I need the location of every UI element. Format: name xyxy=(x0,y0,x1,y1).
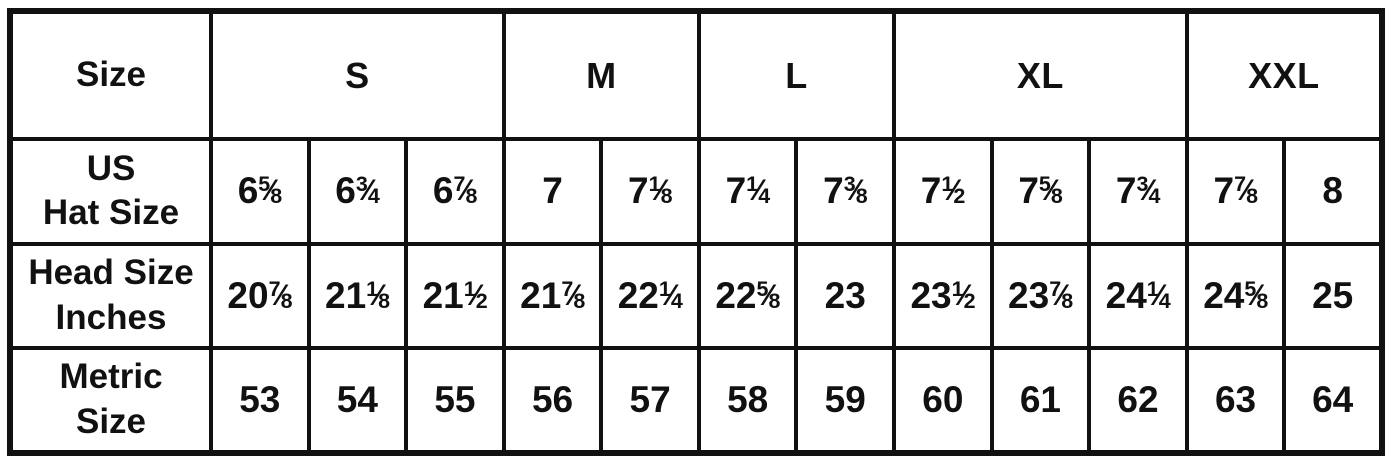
us-hat-size-value-9: 75⁄8 xyxy=(989,137,1092,246)
head-size-inches-value-3: 211⁄2 xyxy=(404,241,506,351)
fraction: 3⁄8 xyxy=(843,172,868,209)
fraction: 1⁄4 xyxy=(746,172,770,209)
metric-size-value-8: 60 xyxy=(892,346,994,455)
metric-size-value-1: 53 xyxy=(209,346,311,455)
head-size-inches-row: Head Size Inches 207⁄8 211⁄8 211⁄2 217⁄8 221⁄4… xyxy=(8,241,1384,351)
head-size-inches-value-11: 245⁄8 xyxy=(1184,241,1287,351)
metric-size-value-3: 55 xyxy=(404,346,506,455)
head-size-inches-value-5: 221⁄4 xyxy=(599,241,701,351)
size-row-label: Size xyxy=(8,9,213,141)
size-group-xxl: XXL xyxy=(1184,9,1385,141)
row-label-line: Metric xyxy=(59,357,163,397)
metric-size-value-4: 56 xyxy=(501,346,604,455)
metric-size-value-12: 64 xyxy=(1282,346,1384,455)
head-size-inches-value-12: 25 xyxy=(1282,241,1384,351)
us-hat-size-value-4: 7 xyxy=(501,137,604,246)
metric-size-value-5: 57 xyxy=(599,346,701,455)
size-group-l: L xyxy=(696,9,897,141)
head-size-inches-value-9: 237⁄8 xyxy=(989,241,1092,351)
row-label-line: US xyxy=(86,148,136,188)
size-group-s: S xyxy=(209,9,506,141)
fraction: 7⁄8 xyxy=(268,277,293,313)
fraction: 5⁄8 xyxy=(1038,172,1063,209)
us-hat-size-row: US Hat Size 65⁄8 63⁄4 67⁄8 7 71⁄8 71⁄4 73⁄8 71⁄2 7… xyxy=(8,137,1384,246)
fraction: 1⁄2 xyxy=(941,172,965,209)
fraction: 1⁄4 xyxy=(658,277,683,313)
metric-size-label: Metric Size xyxy=(8,346,213,455)
head-size-inches-value-10: 241⁄4 xyxy=(1087,241,1189,351)
fraction: 3⁄4 xyxy=(1136,172,1161,209)
size-group-m: M xyxy=(501,9,701,141)
metric-size-value-11: 63 xyxy=(1184,346,1287,455)
fraction: 5⁄8 xyxy=(258,172,282,209)
size-header-row: Size S M L XL XXL xyxy=(8,9,1385,141)
us-hat-size-value-3: 67⁄8 xyxy=(404,137,506,246)
us-hat-size-value-11: 77⁄8 xyxy=(1184,137,1287,246)
metric-size-value-10: 62 xyxy=(1087,346,1189,455)
head-size-inches-value-2: 211⁄8 xyxy=(306,241,409,351)
head-size-inches-value-8: 231⁄2 xyxy=(892,241,994,351)
fraction: 1⁄8 xyxy=(648,172,673,209)
metric-size-value-7: 59 xyxy=(794,346,897,455)
fraction: 3⁄4 xyxy=(355,172,380,209)
us-hat-size-value-6: 71⁄4 xyxy=(696,137,799,246)
row-label-line: Inches xyxy=(55,297,167,337)
size-group-xl: XL xyxy=(892,9,1189,141)
head-size-inches-value-6: 225⁄8 xyxy=(696,241,799,351)
fraction: 1⁄8 xyxy=(366,277,390,313)
fraction: 7⁄8 xyxy=(1049,277,1073,313)
head-size-inches-value-7: 23 xyxy=(794,241,897,351)
row-label-line: Size xyxy=(75,402,147,442)
metric-size-value-9: 61 xyxy=(989,346,1092,455)
us-hat-size-value-5: 71⁄8 xyxy=(599,137,701,246)
head-size-inches-value-4: 217⁄8 xyxy=(501,241,604,351)
fraction: 1⁄4 xyxy=(1146,277,1171,313)
fraction: 7⁄8 xyxy=(1234,172,1258,209)
fraction: 1⁄2 xyxy=(951,277,976,313)
us-hat-size-value-7: 73⁄8 xyxy=(794,137,897,246)
head-size-inches-value-1: 207⁄8 xyxy=(209,241,311,351)
head-size-inches-label: Head Size Inches xyxy=(8,241,213,351)
metric-size-value-6: 58 xyxy=(696,346,799,455)
us-hat-size-value-1: 65⁄8 xyxy=(209,137,311,246)
us-hat-size-value-2: 63⁄4 xyxy=(306,137,409,246)
row-label-line: Head Size xyxy=(28,253,194,293)
us-hat-size-value-10: 73⁄4 xyxy=(1087,137,1189,246)
fraction: 1⁄2 xyxy=(463,277,488,313)
hat-size-chart: Size S M L XL XXL US Hat Size 65⁄8 63⁄4 67⁄8 7 71⁄… xyxy=(7,8,1385,456)
fraction: 7⁄8 xyxy=(561,277,585,313)
fraction: 5⁄8 xyxy=(1244,277,1268,313)
us-hat-size-value-8: 71⁄2 xyxy=(892,137,994,246)
us-hat-size-value-12: 8 xyxy=(1282,137,1384,246)
us-hat-size-label: US Hat Size xyxy=(8,137,213,246)
metric-size-row: Metric Size 53 54 55 56 57 58 59 60 61 62 63 64 xyxy=(8,346,1384,455)
fraction: 7⁄8 xyxy=(453,172,478,209)
row-label-line: Hat Size xyxy=(42,193,180,233)
fraction: 5⁄8 xyxy=(756,277,781,313)
metric-size-value-2: 54 xyxy=(306,346,409,455)
